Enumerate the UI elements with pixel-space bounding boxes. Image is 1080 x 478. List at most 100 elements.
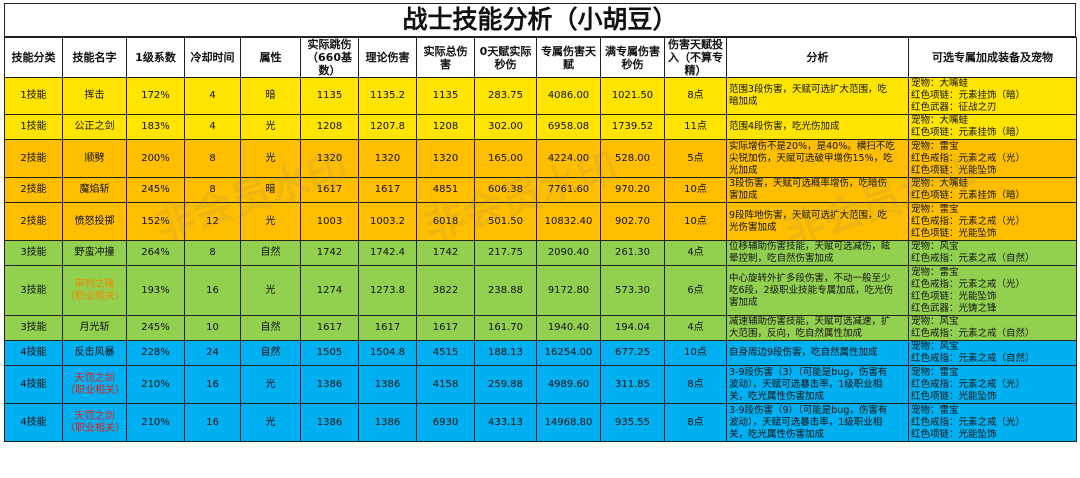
table-row: 3技能 月光斩 245% 10 自然 1617 1617 1617 161.70 1940.40 1… (4, 315, 1077, 341)
cell-dps-max: 935.55 (600, 403, 665, 442)
table-row: 1技能 挥击 172% 4 暗 1135 1135.2 1135 283.75 4086.00 10… (4, 77, 1077, 115)
cell-hit-damage: 1386 (300, 403, 359, 442)
cell-dps-max: 573.30 (600, 265, 665, 316)
cell-attribute: 光 (240, 202, 301, 241)
cell-attribute: 光 (240, 114, 301, 140)
cell-skill-name: 天罚之剑（职业相关） (62, 403, 127, 442)
cell-dps-base: 259.88 (474, 365, 537, 404)
cell-attribute: 自然 (240, 240, 301, 266)
column-header: 专属伤害天赋 (536, 37, 601, 78)
cell-dps-max: 261.30 (600, 240, 665, 266)
column-header: 满专属伤害秒伤 (600, 37, 665, 78)
column-header: 技能分类 (4, 37, 63, 78)
cell-talent-damage: 4224.00 (536, 139, 601, 178)
cell-coefficient: 193% (126, 265, 185, 316)
cell-total-damage: 1320 (416, 139, 475, 178)
cell-hit-damage: 1320 (300, 139, 359, 178)
cell-talent-points: 8点 (664, 403, 727, 442)
cell-total-damage: 4851 (416, 177, 475, 203)
table-row: 3技能 审判之锤（职业相关） 193% 16 光 1274 1273.8 3822 238.88… (4, 265, 1077, 316)
cell-dps-base: 238.88 (474, 265, 537, 316)
cell-cooldown: 10 (184, 315, 241, 341)
cell-hit-damage: 1617 (300, 315, 359, 341)
cell-theory-damage: 1617 (358, 177, 417, 203)
cell-dps-max: 1739.52 (600, 114, 665, 140)
cell-cooldown: 24 (184, 340, 241, 366)
cell-talent-points: 11点 (664, 114, 727, 140)
cell-talent-damage: 7761.60 (536, 177, 601, 203)
cell-talent-damage: 10832.40 (536, 202, 601, 241)
cell-analysis: 减速辅助伤害技能，天赋可选减速，扩 大范围，反向，吃自然属性加成 (726, 315, 909, 341)
cell-total-damage: 6930 (416, 403, 475, 442)
column-header: 实际总伤害 (416, 37, 475, 78)
cell-hit-damage: 1274 (300, 265, 359, 316)
cell-analysis: 位移辅助伤害技能，天赋可选减伤，眩 晕控制，吃自然伤害加成 (726, 240, 909, 266)
header-row: 技能分类 技能名字 1级系数 冷却时间 属性 实际跳伤（660基数） 理论伤害 实际总伤害 0天… (4, 37, 1077, 78)
cell-skill-name: 公正之剑 (62, 114, 127, 140)
table-body: 1技能 挥击 172% 4 暗 1135 1135.2 1135 283.75 4086.00 10… (4, 77, 1077, 442)
cell-equipment: 宠物：风宝 红色戒指：元素之戒（自然） (908, 240, 1077, 266)
cell-category: 3技能 (4, 240, 63, 266)
cell-talent-damage: 9172.80 (536, 265, 601, 316)
cell-attribute: 光 (240, 403, 301, 442)
cell-skill-name: 审判之锤（职业相关） (62, 265, 127, 316)
cell-hit-damage: 1135 (300, 77, 359, 115)
cell-total-damage: 1208 (416, 114, 475, 140)
cell-equipment: 宠物：大嘴蛙 红色项链：元素挂饰（暗） 红色武器：征战之刃 (908, 77, 1077, 115)
column-header: 分析 (726, 37, 909, 78)
cell-attribute: 暗 (240, 77, 301, 115)
cell-theory-damage: 1207.8 (358, 114, 417, 140)
cell-talent-damage: 4989.60 (536, 365, 601, 404)
cell-category: 4技能 (4, 340, 63, 366)
cell-skill-name: 反击风暴 (62, 340, 127, 366)
cell-analysis: 自身周边9段伤害，吃自然属性加成 (726, 340, 909, 366)
cell-dps-base: 217.75 (474, 240, 537, 266)
cell-analysis: 实际增伤不是20%，是40%。横扫不吃 尖锐加伤，天赋可选破甲增伤15%，吃 光… (726, 139, 909, 178)
cell-total-damage: 1617 (416, 315, 475, 341)
cell-coefficient: 245% (126, 177, 185, 203)
cell-dps-base: 302.00 (474, 114, 537, 140)
cell-dps-base: 283.75 (474, 77, 537, 115)
cell-talent-points: 6点 (664, 265, 727, 316)
cell-attribute: 自然 (240, 315, 301, 341)
cell-attribute: 暗 (240, 177, 301, 203)
cell-talent-points: 8点 (664, 77, 727, 115)
cell-theory-damage: 1742.4 (358, 240, 417, 266)
cell-equipment: 宠物：雷宝 红色戒指：元素之戒（光） 红色项链：光能坠饰 红色武器：光铸之锋 (908, 265, 1077, 316)
cell-talent-points: 4点 (664, 240, 727, 266)
cell-equipment: 宠物：风宝 红色戒指：元素之戒（自然） (908, 315, 1077, 341)
column-header: 伤害天赋投入（不算专精） (664, 37, 727, 78)
cell-skill-name: 顺劈 (62, 139, 127, 178)
cell-dps-max: 311.85 (600, 365, 665, 404)
cell-theory-damage: 1504.8 (358, 340, 417, 366)
cell-total-damage: 1742 (416, 240, 475, 266)
cell-coefficient: 210% (126, 403, 185, 442)
cell-cooldown: 8 (184, 139, 241, 178)
cell-dps-base: 161.70 (474, 315, 537, 341)
cell-dps-max: 902.70 (600, 202, 665, 241)
cell-attribute: 自然 (240, 340, 301, 366)
cell-total-damage: 1135 (416, 77, 475, 115)
cell-category: 3技能 (4, 265, 63, 316)
cell-talent-points: 8点 (664, 365, 727, 404)
table-row: 4技能 反击风暴 228% 24 自然 1505 1504.8 4515 188.13 16254… (4, 340, 1077, 366)
cell-equipment: 宠物：雷宝 红色戒指：元素之戒（光） 红色项链：光能坠饰 (908, 403, 1077, 442)
cell-equipment: 宠物：大嘴蛙 红色项链：元素挂饰（暗） (908, 177, 1077, 203)
cell-cooldown: 16 (184, 403, 241, 442)
cell-talent-damage: 6958.08 (536, 114, 601, 140)
cell-skill-name: 挥击 (62, 77, 127, 115)
cell-analysis: 范围4段伤害，吃光伤加成 (726, 114, 909, 140)
cell-talent-points: 10点 (664, 177, 727, 203)
cell-analysis: 3段伤害，天赋可选概率增伤，吃暗伤 害加成 (726, 177, 909, 203)
cell-theory-damage: 1386 (358, 403, 417, 442)
cell-talent-points: 10点 (664, 202, 727, 241)
cell-cooldown: 16 (184, 265, 241, 316)
cell-category: 4技能 (4, 403, 63, 442)
cell-talent-points: 10点 (664, 340, 727, 366)
cell-dps-max: 1021.50 (600, 77, 665, 115)
column-header: 可选专属加成装备及宠物 (908, 37, 1077, 78)
cell-analysis: 范围3段伤害，天赋可选扩大范围，吃 暗加成 (726, 77, 909, 115)
cell-cooldown: 8 (184, 177, 241, 203)
cell-coefficient: 172% (126, 77, 185, 115)
cell-hit-damage: 1505 (300, 340, 359, 366)
